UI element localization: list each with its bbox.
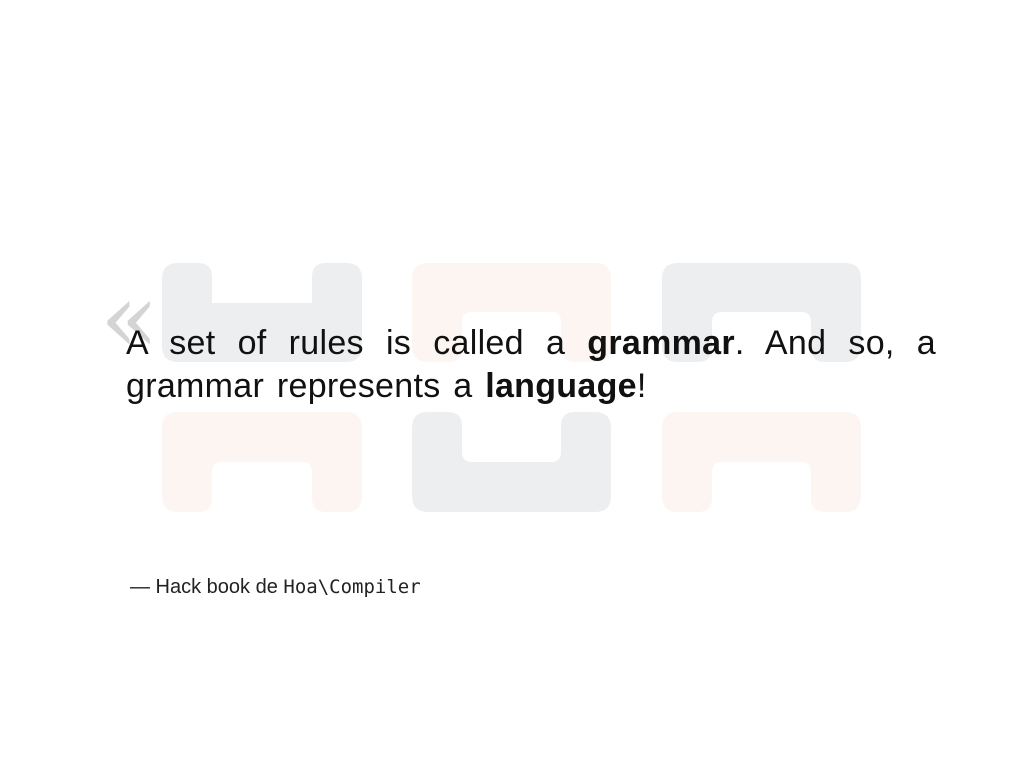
- logo-block-bottom-left: [162, 412, 362, 512]
- attribution-code: Hoa\Compiler: [283, 576, 421, 598]
- quote-part-2: . And so, a grammar represents a: [126, 324, 936, 405]
- open-quote-mark: «: [100, 262, 159, 374]
- logo-block-bottom-middle: [412, 412, 611, 512]
- quote-part-3: !: [636, 367, 647, 405]
- quote-term-grammar: grammar: [587, 324, 735, 362]
- quote-text: A set of rules is called a grammar. And …: [126, 322, 936, 408]
- attribution-prefix: — Hack book de: [130, 576, 284, 598]
- attribution: — Hack book de Hoa\Compiler: [130, 576, 421, 599]
- quote-term-language: language: [485, 367, 637, 405]
- logo-block-top-left: [162, 263, 362, 362]
- logo-block-bottom-right: [662, 412, 861, 512]
- logo-block-top-middle: [412, 263, 611, 362]
- quote-part-1: A set of rules is called a: [126, 324, 588, 362]
- logo-block-top-right: [662, 263, 861, 362]
